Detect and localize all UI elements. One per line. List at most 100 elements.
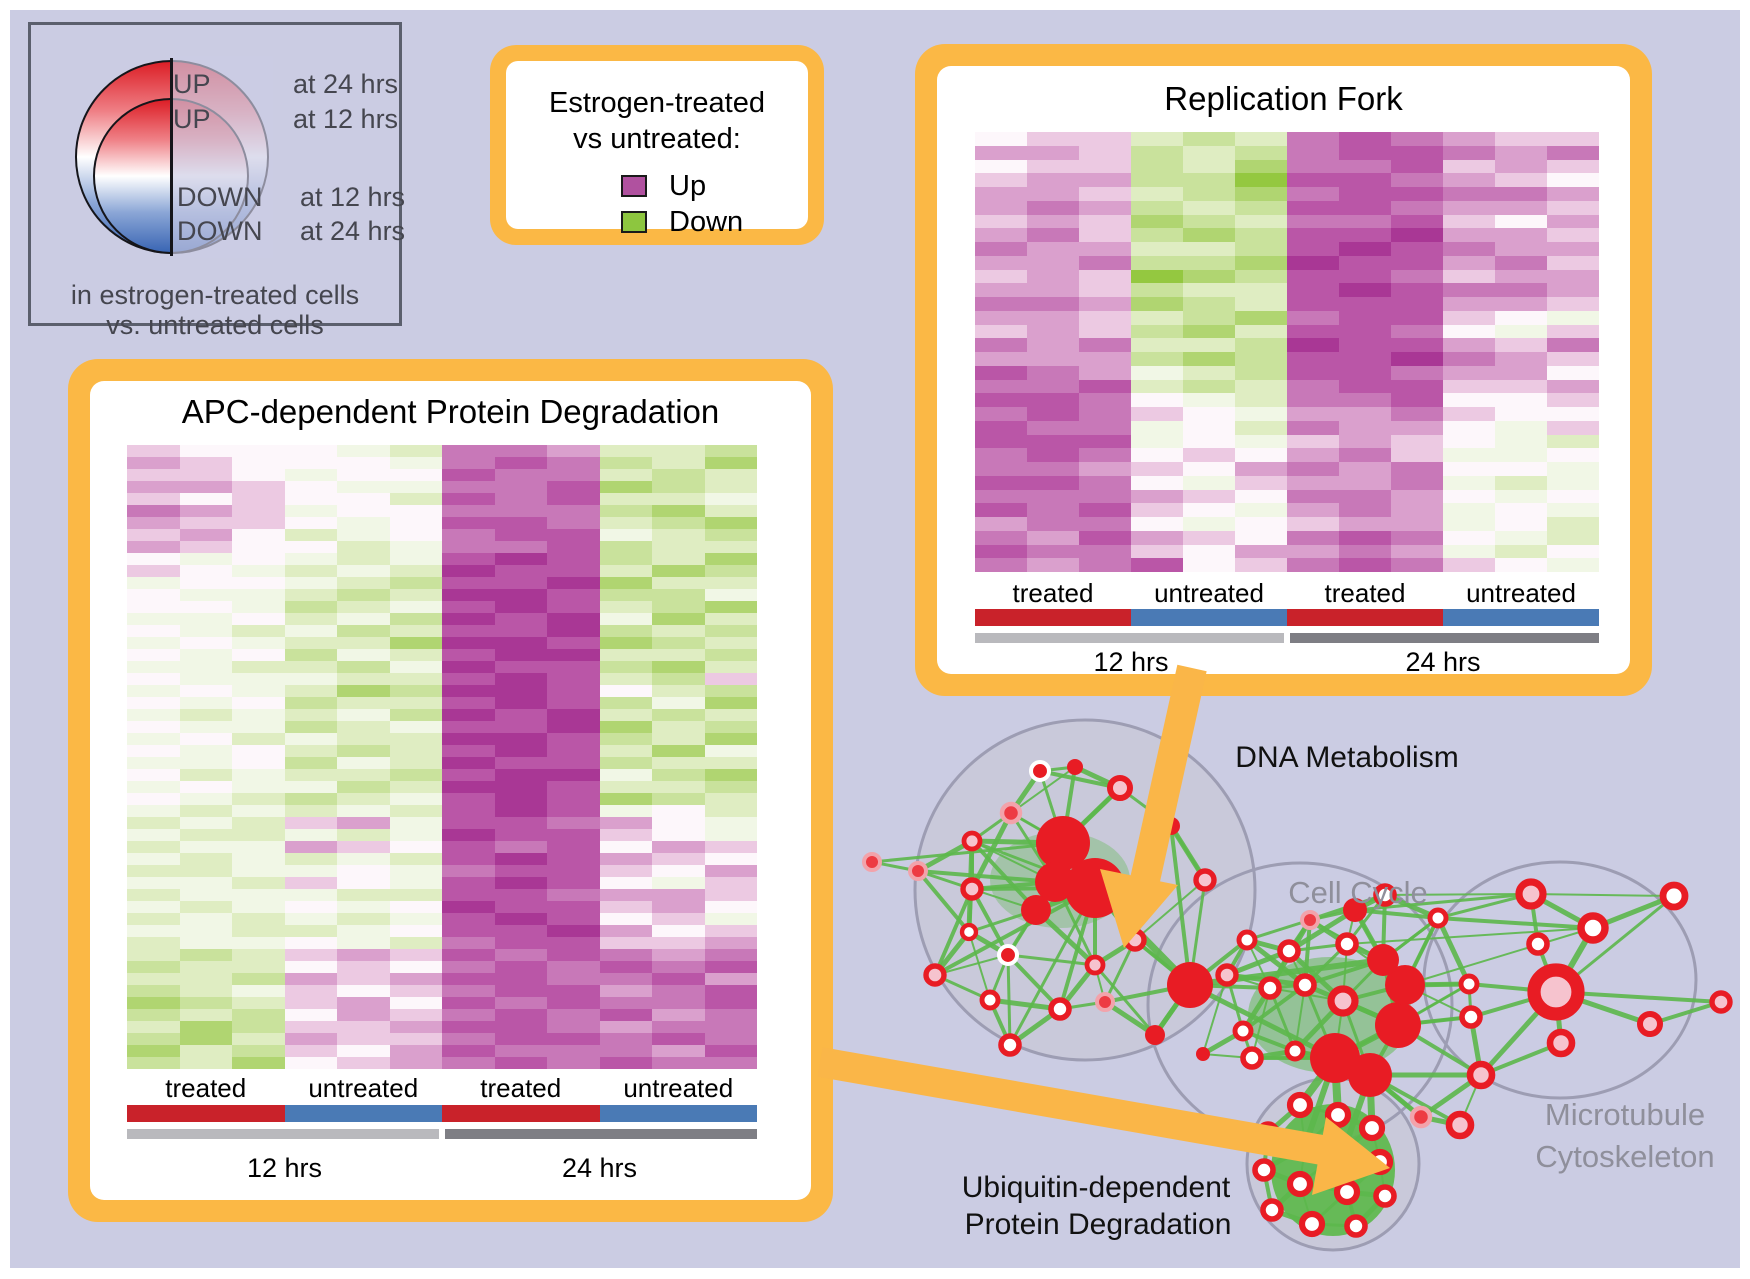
heatmap-cell	[975, 352, 1027, 366]
heatmap-cell	[1235, 255, 1287, 270]
heatmap-cell	[599, 637, 652, 649]
heatmap-cell	[547, 841, 600, 853]
heatmap-cell	[337, 649, 390, 661]
heatmap-cell	[127, 949, 180, 961]
heatmap-cell	[975, 228, 1027, 242]
heatmap-cell	[1131, 448, 1183, 462]
heatmap-cell	[652, 685, 705, 697]
heatmap-cell	[1027, 214, 1079, 229]
heatmap-cell	[494, 1045, 547, 1057]
heatmap-cell	[494, 853, 547, 865]
ubiquitin-label-line1: Ubiquitin-dependent	[961, 1171, 1231, 1204]
heatmap-cell	[652, 601, 705, 613]
updown-title-line2: vs untreated:	[573, 123, 741, 155]
heatmap-cell	[494, 673, 547, 685]
heatmap-cell	[704, 661, 757, 673]
heatmap-cell	[442, 925, 495, 937]
heatmap-cell	[337, 757, 390, 769]
heatmap-cell	[704, 949, 757, 961]
heatmap-cell	[337, 721, 390, 733]
heatmap-cell	[1443, 187, 1495, 201]
heatmap-cell	[442, 721, 495, 733]
heatmap-cell	[652, 721, 705, 733]
heatmap-cell	[1495, 503, 1547, 517]
heatmap-cell	[337, 865, 390, 877]
heatmap-cell	[232, 481, 285, 493]
heatmap-cell	[1339, 132, 1391, 146]
heatmap-cell	[975, 544, 1027, 559]
heatmap-cell	[1131, 200, 1183, 215]
heatmap-cell	[652, 865, 705, 877]
heatmap-cell	[1235, 503, 1287, 517]
heatmap-cell	[284, 1033, 337, 1045]
heatmap-cell	[652, 925, 705, 937]
heatmap-cell	[284, 709, 337, 721]
heatmap-cell	[494, 757, 547, 769]
heatmap-cell	[389, 721, 442, 733]
heatmap-cell	[547, 589, 600, 601]
heatmap-cell	[1495, 530, 1547, 545]
heatmap-cell	[599, 685, 652, 697]
heatmap-cell	[284, 997, 337, 1009]
heatmap-cell	[1027, 145, 1079, 160]
heatmap-cell	[389, 457, 442, 469]
treatment-bar-segment	[1287, 609, 1443, 626]
heatmap-cell	[599, 997, 652, 1009]
heatmap-cell	[1443, 255, 1495, 270]
heatmap-cell	[1027, 132, 1079, 146]
heatmap-cell	[179, 757, 232, 769]
heatmap-cell	[1079, 173, 1131, 187]
heatmap-cell	[389, 661, 442, 673]
heatmap-cell	[127, 457, 180, 469]
heatmap-cell	[179, 829, 232, 841]
heatmap-cell	[1547, 530, 1599, 545]
heatmap-cell	[1131, 338, 1183, 352]
heatmap-cell	[442, 553, 495, 565]
heatmap-cell	[1079, 489, 1131, 504]
heatmap-cell	[1131, 324, 1183, 339]
heatmap-cell	[389, 637, 442, 649]
heatmap-cell	[389, 1033, 442, 1045]
group-label: treated	[1012, 578, 1094, 608]
heatmap-cell	[179, 601, 232, 613]
heatmap-cell	[704, 457, 757, 469]
heatmap-cell	[1027, 310, 1079, 325]
heatmap-cell	[442, 949, 495, 961]
heatmap-cell	[1079, 379, 1131, 394]
heatmap-cell	[1391, 145, 1443, 160]
heatmap-cell	[1235, 517, 1287, 531]
heatmap-cell	[1131, 517, 1183, 531]
heatmap-cell	[704, 973, 757, 985]
heatmap-cell	[179, 457, 232, 469]
heatmap-cell	[442, 877, 495, 889]
heatmap-cell	[284, 697, 337, 709]
heatmap-cell	[1287, 489, 1339, 504]
heatmap-cell	[389, 517, 442, 529]
heatmap-cell	[389, 1009, 442, 1021]
heatmap-cell	[127, 853, 180, 865]
heatmap-cell	[975, 365, 1027, 380]
heatmap-cell	[1443, 200, 1495, 215]
heatmap-cell	[494, 637, 547, 649]
heatmap-cell	[1547, 475, 1599, 490]
heatmap-cell	[179, 733, 232, 745]
heatmap-cell	[127, 721, 180, 733]
heatmap-cell	[975, 503, 1027, 517]
heatmap-cell	[652, 805, 705, 817]
heatmap-cell	[547, 553, 600, 565]
updown-legend-box: Estrogen-treated vs untreated: Up Down	[490, 45, 824, 245]
heatmap-cell	[284, 529, 337, 541]
heatmap-cell	[652, 553, 705, 565]
heatmap-cell	[652, 829, 705, 841]
heatmap-cell	[1495, 393, 1547, 407]
heatmap-cell	[1443, 145, 1495, 160]
heatmap-cell	[337, 769, 390, 781]
heatmap-cell	[1131, 242, 1183, 256]
heatmap-cell	[975, 530, 1027, 545]
heatmap-cell	[337, 901, 390, 913]
heatmap-cell	[179, 817, 232, 829]
heatmap-cell	[599, 889, 652, 901]
heatmap-cell	[1547, 489, 1599, 504]
time-bar-segment	[1290, 633, 1599, 643]
heatmap-cell	[442, 793, 495, 805]
